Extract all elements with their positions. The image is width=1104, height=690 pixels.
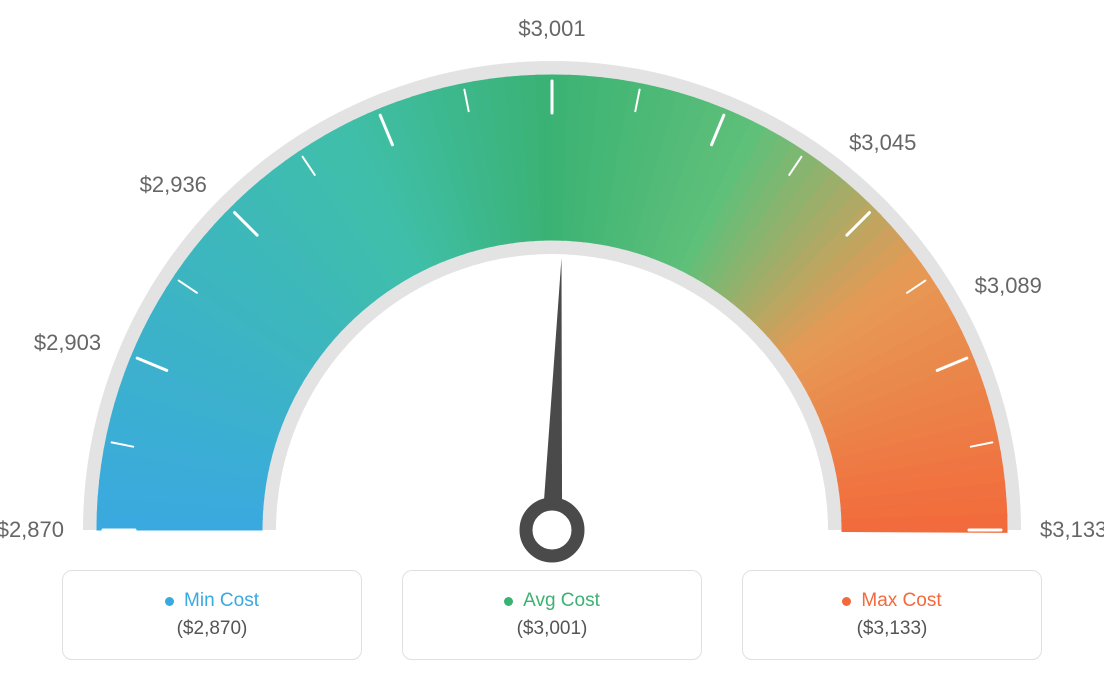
tick-label: $3,133 xyxy=(1040,517,1104,543)
min-cost-label: Min Cost xyxy=(184,590,259,612)
max-cost-title: Max Cost xyxy=(842,590,941,612)
min-cost-card: Min Cost ($2,870) xyxy=(62,570,362,660)
min-cost-value: ($2,870) xyxy=(177,618,248,640)
avg-cost-label: Avg Cost xyxy=(523,590,600,612)
min-cost-title: Min Cost xyxy=(165,590,259,612)
summary-cards: Min Cost ($2,870) Avg Cost ($3,001) Max … xyxy=(0,570,1104,660)
avg-cost-title: Avg Cost xyxy=(504,590,600,612)
max-cost-value: ($3,133) xyxy=(857,618,928,640)
avg-cost-card: Avg Cost ($3,001) xyxy=(402,570,702,660)
tick-label: $3,089 xyxy=(975,273,1042,299)
tick-label: $2,936 xyxy=(140,172,207,198)
gauge-labels: $2,870 $2,903 $2,936 $3,001 $3,045 $3,089 $3,1… xyxy=(0,0,1104,570)
min-bullet-icon xyxy=(165,597,174,606)
tick-label: $3,001 xyxy=(518,16,585,42)
tick-label: $2,870 xyxy=(0,517,64,543)
avg-bullet-icon xyxy=(504,597,513,606)
avg-cost-value: ($3,001) xyxy=(517,618,588,640)
gauge-chart: $2,870 $2,903 $2,936 $3,001 $3,045 $3,089 $3,1… xyxy=(0,0,1104,570)
tick-label: $3,045 xyxy=(849,130,916,156)
max-bullet-icon xyxy=(842,597,851,606)
tick-label: $2,903 xyxy=(34,330,101,356)
max-cost-card: Max Cost ($3,133) xyxy=(742,570,1042,660)
max-cost-label: Max Cost xyxy=(861,590,941,612)
